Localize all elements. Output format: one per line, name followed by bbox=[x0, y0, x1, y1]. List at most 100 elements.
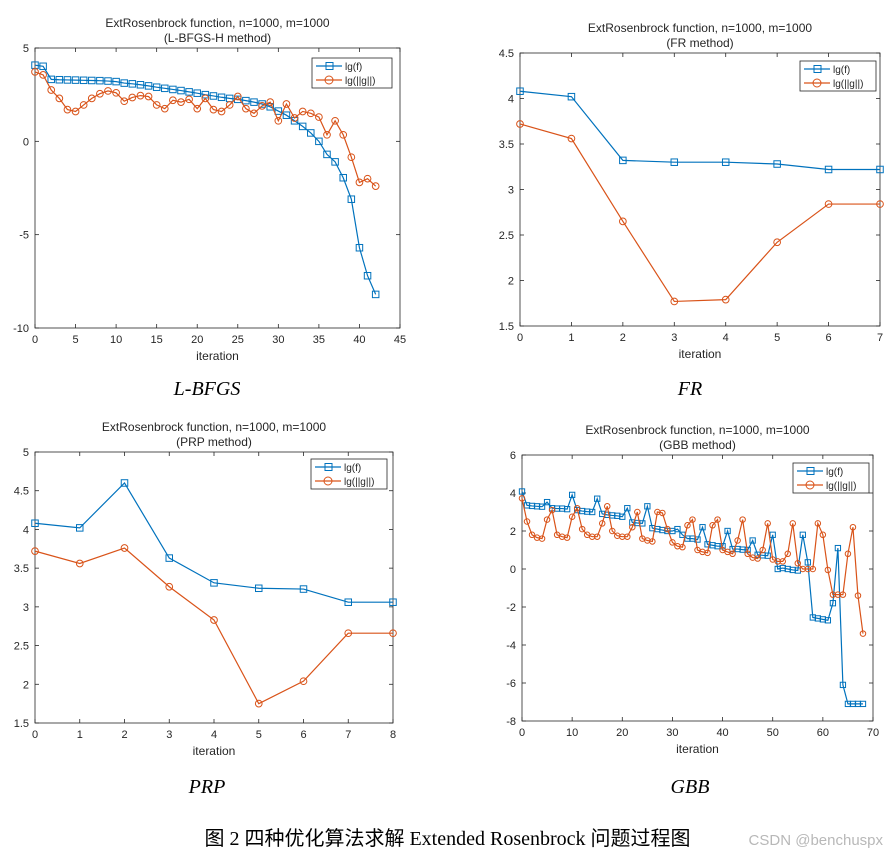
legend-label: lg(||g||) bbox=[345, 76, 375, 87]
data-point-f bbox=[619, 513, 626, 520]
data-point-f bbox=[624, 505, 631, 512]
data-point-f bbox=[516, 87, 524, 95]
data-point-g bbox=[201, 94, 210, 103]
x-tick-label: 35 bbox=[313, 334, 325, 346]
data-point-g bbox=[619, 217, 627, 226]
chart-fr: ExtRosenbrock function, n=1000, m=1000(F… bbox=[499, 21, 884, 361]
data-point-f bbox=[824, 165, 833, 174]
data-point-g bbox=[169, 96, 177, 105]
data-point-f bbox=[876, 165, 884, 174]
x-tick-label: 2 bbox=[121, 729, 127, 741]
y-tick-label: 4.5 bbox=[499, 48, 514, 60]
y-tick-label: 2.5 bbox=[499, 230, 514, 242]
data-point-g bbox=[854, 592, 862, 599]
x-tick-label: 50 bbox=[767, 727, 779, 739]
data-point-g bbox=[764, 520, 771, 527]
data-point-f bbox=[31, 519, 39, 527]
legend-marker bbox=[323, 476, 333, 486]
data-point-f bbox=[721, 158, 730, 166]
data-point-f bbox=[185, 88, 193, 96]
data-point-f bbox=[169, 85, 177, 94]
series-line-1 bbox=[521, 498, 864, 634]
data-point-g bbox=[160, 104, 169, 113]
data-point-f bbox=[371, 290, 380, 299]
data-point-g bbox=[389, 629, 397, 638]
y-tick-label: -8 bbox=[506, 716, 516, 728]
data-point-g bbox=[75, 559, 84, 568]
data-point-g bbox=[649, 538, 656, 545]
y-tick-label: 3.5 bbox=[14, 563, 29, 575]
x-axis-label: iteration bbox=[196, 349, 239, 363]
data-point-f bbox=[773, 160, 781, 168]
data-point-g bbox=[128, 93, 137, 102]
data-point-g bbox=[266, 98, 275, 106]
data-point-g bbox=[363, 174, 372, 183]
data-point-f bbox=[543, 498, 551, 506]
data-point-f bbox=[724, 527, 731, 535]
legend-box bbox=[792, 462, 870, 494]
y-tick-label: 2.5 bbox=[14, 641, 29, 653]
legend-box bbox=[311, 57, 393, 89]
data-point-g bbox=[225, 101, 234, 109]
data-point-g bbox=[669, 539, 676, 546]
data-point-g bbox=[629, 523, 636, 531]
panel-caption-gbb: GBB bbox=[670, 776, 710, 798]
x-tick-label: 6 bbox=[826, 332, 832, 344]
data-point-f bbox=[136, 81, 145, 89]
data-point-f bbox=[389, 598, 397, 606]
chart-prp: ExtRosenbrock function, n=1000, m=1000(P… bbox=[14, 420, 397, 758]
y-tick-label: -6 bbox=[506, 678, 516, 690]
data-point-f bbox=[694, 536, 701, 543]
data-point-g bbox=[849, 523, 857, 531]
data-point-g bbox=[331, 116, 339, 125]
y-tick-label: 2 bbox=[23, 679, 29, 691]
data-point-g bbox=[794, 560, 802, 567]
data-point-g bbox=[634, 508, 641, 516]
x-tick-label: 7 bbox=[345, 729, 351, 741]
data-point-f bbox=[274, 107, 283, 115]
data-point-g bbox=[282, 100, 291, 108]
data-point-g bbox=[63, 105, 72, 114]
data-point-f bbox=[538, 503, 546, 510]
data-point-g bbox=[177, 98, 185, 106]
data-point-g bbox=[664, 525, 671, 533]
data-point-g bbox=[578, 525, 586, 533]
data-point-f bbox=[193, 89, 201, 97]
data-point-f bbox=[96, 76, 104, 85]
x-tick-label: 30 bbox=[666, 727, 678, 739]
data-point-f bbox=[594, 495, 601, 502]
data-point-g bbox=[250, 109, 258, 118]
legend-marker bbox=[805, 480, 815, 490]
data-point-g bbox=[355, 178, 364, 187]
data-point-f bbox=[47, 75, 55, 84]
data-point-f bbox=[88, 76, 96, 85]
series-line-0 bbox=[519, 90, 880, 171]
data-point-g bbox=[516, 120, 524, 128]
x-tick-label: 10 bbox=[566, 727, 578, 739]
chart-subtitle: (PRP method) bbox=[176, 435, 252, 449]
y-tick-label: -10 bbox=[13, 323, 29, 335]
data-point-f bbox=[749, 537, 756, 544]
data-point-f bbox=[152, 83, 161, 91]
data-point-g bbox=[120, 544, 129, 552]
panel-caption-fr: FR bbox=[677, 378, 703, 400]
y-tick-label: 1.5 bbox=[499, 321, 514, 333]
legend-label: lg(||g||) bbox=[826, 481, 856, 492]
data-point-f bbox=[307, 129, 315, 137]
y-tick-label: 4 bbox=[508, 94, 514, 106]
data-point-g bbox=[598, 520, 606, 527]
data-point-g bbox=[323, 130, 331, 139]
chart-subtitle: (FR method) bbox=[666, 36, 733, 50]
data-point-f bbox=[674, 525, 681, 533]
data-point-g bbox=[136, 91, 145, 100]
y-tick-label: 5 bbox=[23, 447, 29, 459]
data-point-f bbox=[699, 524, 706, 531]
data-point-g bbox=[789, 520, 797, 527]
legend-marker bbox=[813, 65, 822, 73]
plot-frame bbox=[34, 451, 394, 724]
data-point-g bbox=[242, 104, 250, 113]
chart-title: ExtRosenbrock function, n=1000, m=1000 bbox=[585, 423, 809, 437]
data-point-g bbox=[217, 107, 226, 116]
legend-label: lg(f) bbox=[344, 463, 361, 474]
x-tick-label: 40 bbox=[716, 727, 728, 739]
